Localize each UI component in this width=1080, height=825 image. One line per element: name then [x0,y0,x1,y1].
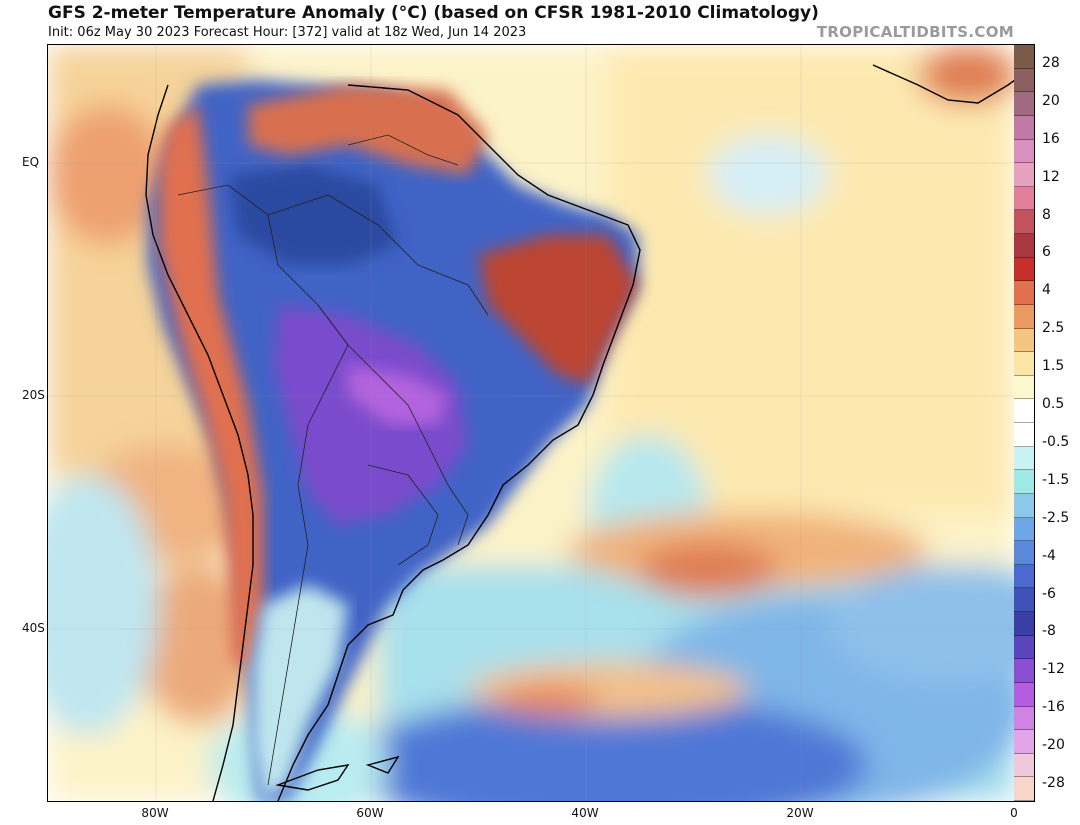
colorbar-segment [1014,45,1034,69]
colorbar-segment [1014,777,1034,801]
colorbar-segment [1014,635,1034,660]
colorbar-label: 16 [1042,130,1060,147]
colorbar-segment [1014,186,1034,211]
colorbar-segment [1014,730,1034,754]
colorbar-segment [1014,281,1034,305]
colorbar-label: -8 [1042,623,1056,640]
longitude-label-80w: 80W [141,806,169,820]
colorbar-label: -28 [1042,775,1065,791]
colorbar-label: -12 [1042,661,1065,678]
anomaly-field [48,45,1015,801]
colorbar-label: 2.5 [1042,320,1065,337]
colorbar-label: -20 [1042,737,1065,754]
map-subtitle: Init: 06z May 30 2023 Forecast Hour: [37… [48,25,527,40]
colorbar-label: -4 [1042,547,1056,564]
colorbar-segment [1014,706,1034,731]
colorbar-label: -2.5 [1042,509,1070,526]
colorbar [1014,44,1035,802]
longitude-label-60w: 60W [356,806,384,820]
colorbar-segment [1014,470,1034,494]
colorbar-segment [1014,517,1034,542]
colorbar-segment [1014,139,1034,164]
source-credit: TROPICALTIDBITS.COM [816,23,1014,41]
colorbar-segment [1014,257,1034,282]
colorbar-label: -1.5 [1042,471,1070,488]
colorbar-label: 0.5 [1042,396,1065,413]
colorbar-segment [1014,68,1034,93]
colorbar-label: 6 [1042,244,1051,261]
ocean-field [48,45,1015,801]
colorbar-segment [1014,682,1034,707]
colorbar-segment [1014,304,1034,329]
colorbar-label: 20 [1042,92,1060,109]
colorbar-segment [1014,375,1034,400]
colorbar-label: 12 [1042,168,1060,185]
colorbar-segment [1014,541,1034,565]
anomaly-map [47,44,1016,802]
colorbar-segment [1014,234,1034,258]
colorbar-segment [1014,210,1034,234]
colorbar-label: 4 [1042,282,1051,299]
colorbar-segment [1014,399,1034,423]
colorbar-segment [1014,163,1034,187]
colorbar-segment [1014,352,1034,376]
colorbar-label: -16 [1042,699,1065,716]
latitude-label-40s: 40S [22,621,45,635]
colorbar-segment [1014,423,1034,447]
map-title: GFS 2-meter Temperature Anomaly (°C) (ba… [48,3,819,23]
colorbar-segment [1014,92,1034,116]
colorbar-label: 1.5 [1042,358,1065,375]
colorbar-segment [1014,659,1034,683]
colorbar-label: -0.5 [1042,433,1070,450]
colorbar-segment [1014,115,1034,140]
coastlines [145,64,1015,801]
colorbar-label: 8 [1042,206,1051,223]
colorbar-segment [1014,753,1034,778]
land-field [148,80,638,801]
latitude-label-eq: EQ [22,155,40,169]
country-borders [177,134,489,786]
colorbar-segment [1014,328,1034,353]
longitude-label-20w: 20W [786,806,814,820]
graticule [48,45,1015,801]
colorbar-label: 28 [1042,55,1060,71]
longitude-label-0: 0 [1010,806,1018,820]
colorbar-label: -6 [1042,585,1056,602]
longitude-label-40w: 40W [571,806,599,820]
colorbar-segment [1014,446,1034,471]
colorbar-segment [1014,564,1034,589]
colorbar-segment [1014,612,1034,636]
colorbar-segment [1014,588,1034,612]
latitude-label-20s: 20S [22,388,45,402]
colorbar-segment [1014,493,1034,518]
